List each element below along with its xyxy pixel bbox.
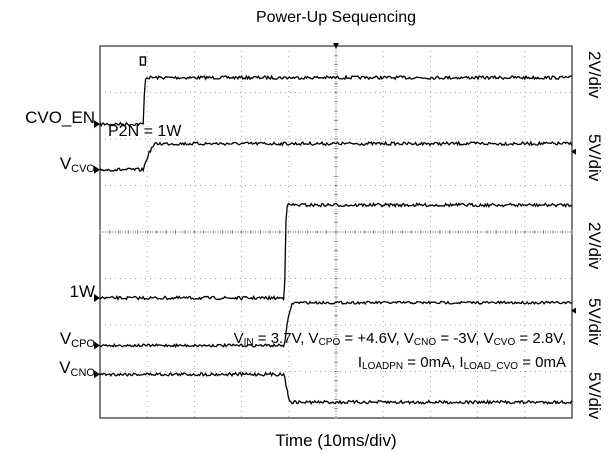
channel-marker-vcno	[94, 370, 100, 379]
trace-label-vcpo: VCPO	[59, 329, 95, 351]
trace-cvo_en	[99, 74, 572, 127]
chart-title: Power-Up Sequencing	[255, 9, 417, 26]
channel-marker-1w	[94, 294, 100, 303]
test-conditions: VIN = 3.7V, VCPO = +4.6V, VCNO = -3V, VC…	[234, 329, 566, 377]
level-marker	[571, 307, 576, 314]
trace-label-1w: 1W	[69, 282, 96, 302]
level-marker	[571, 148, 576, 155]
channel-marker-vcvo	[94, 165, 100, 174]
channel-marker-cvo_en	[94, 120, 100, 129]
conditions-line-1: VIN = 3.7V, VCPO = +4.6V, VCNO = -3V, VC…	[233, 330, 566, 348]
cursor-marker	[139, 56, 147, 66]
trigger-marker	[333, 43, 339, 49]
trace-label-vcvo: VCVO	[59, 153, 95, 175]
trace-vcvo	[99, 140, 573, 173]
conditions-line-2: ILOADPN = 0mA, ILOAD_CVO = 0mA	[357, 354, 566, 372]
trace-1w	[99, 201, 573, 302]
trace-label-cvo_en: CVO_EN	[25, 108, 95, 128]
trace-vcpo	[99, 300, 572, 349]
channel-marker-vcpo	[94, 341, 100, 350]
x-axis-label: Time (10ms/div)	[275, 431, 397, 450]
trace-vcno	[99, 371, 573, 406]
trace-label-vcno: VCNO	[59, 358, 95, 380]
p2n-annotation: P2N = 1W	[108, 123, 182, 140]
